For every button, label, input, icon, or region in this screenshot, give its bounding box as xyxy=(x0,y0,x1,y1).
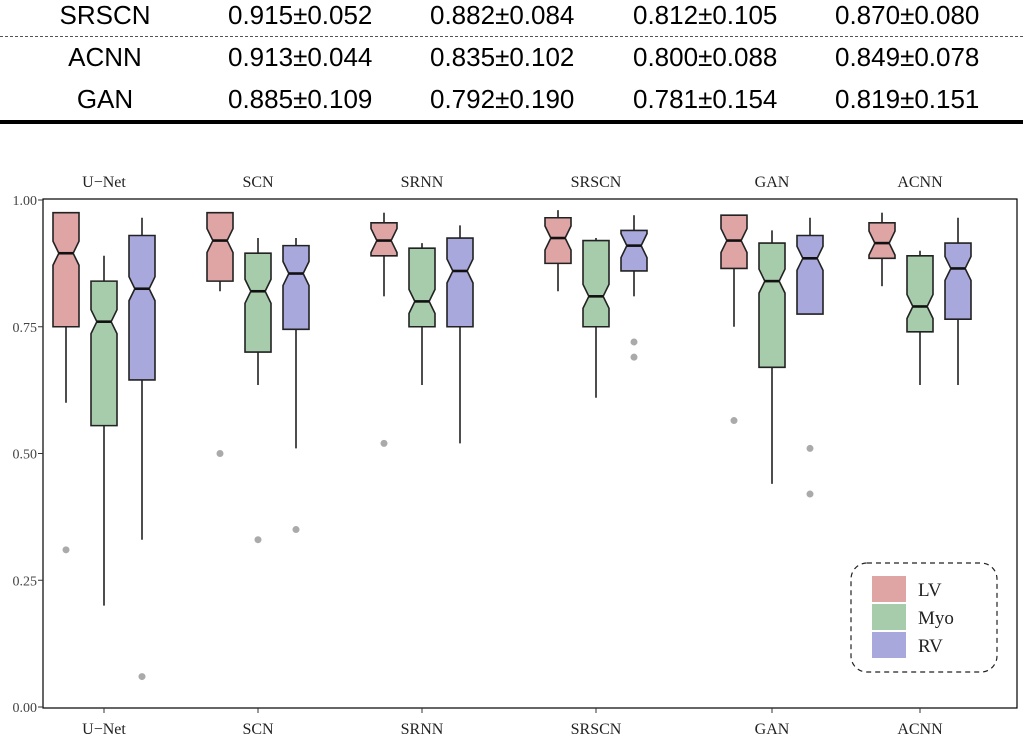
cell-mean: 0.870±0.080 xyxy=(835,0,980,30)
outlier-point xyxy=(806,444,814,452)
cell-rv: 0.812±0.105 xyxy=(633,0,778,30)
cell-rv: 0.781±0.154 xyxy=(633,84,778,114)
table-row: GAN 0.885±0.109 0.792±0.190 0.781±0.154 … xyxy=(0,84,1023,120)
box-myo xyxy=(582,239,610,328)
outlier-point xyxy=(292,526,300,534)
row-name: ACNN xyxy=(68,42,142,72)
box-myo xyxy=(90,280,118,427)
legend-swatch-rv xyxy=(872,632,906,658)
table-row: ACNN 0.913±0.044 0.835±0.102 0.800±0.088… xyxy=(0,42,1023,78)
cell-myo: 0.882±0.084 xyxy=(430,0,575,30)
y-tick-label: 0.00 xyxy=(13,701,38,716)
category-label-bottom: U−Net xyxy=(82,721,126,738)
outlier-point xyxy=(630,338,638,346)
y-tick-label: 1.00 xyxy=(13,194,38,209)
legend-label-rv: RV xyxy=(918,636,943,657)
y-tick-label: 0.25 xyxy=(13,574,38,589)
box-rv xyxy=(446,237,474,328)
box-rv xyxy=(944,242,972,320)
category-label-top: SRNN xyxy=(401,174,444,191)
category-label-top: ACNN xyxy=(897,174,943,191)
y-tick-label: 0.50 xyxy=(13,448,38,463)
category-label-top: GAN xyxy=(755,174,790,191)
category-label-bottom: GAN xyxy=(755,721,790,738)
category-label-top: SCN xyxy=(242,174,274,191)
cell-rv: 0.800±0.088 xyxy=(633,42,778,72)
category-label-bottom: SCN xyxy=(242,721,274,738)
category-label-top: U−Net xyxy=(82,174,126,191)
box-lv xyxy=(206,211,234,282)
box-lv xyxy=(52,211,80,328)
table-row: SRSCN 0.915±0.052 0.882±0.084 0.812±0.10… xyxy=(0,0,1023,36)
outlier-point xyxy=(138,673,146,681)
outlier-point xyxy=(62,546,70,554)
box-lv xyxy=(868,222,896,260)
category-label-bottom: SRSCN xyxy=(571,721,622,738)
outlier-point xyxy=(630,353,638,361)
box-myo xyxy=(758,242,786,369)
outlier-point xyxy=(806,490,814,498)
box-rv xyxy=(796,234,824,315)
y-tick-label: 0.75 xyxy=(13,321,38,336)
results-table: SRSCN 0.915±0.052 0.882±0.084 0.812±0.10… xyxy=(0,0,1023,130)
cell-myo: 0.792±0.190 xyxy=(430,84,575,114)
legend-swatch-lv xyxy=(872,576,906,602)
outlier-point xyxy=(216,450,224,457)
legend-swatch-myo xyxy=(872,604,906,630)
cell-mean: 0.819±0.151 xyxy=(835,84,980,114)
cell-lv: 0.915±0.052 xyxy=(228,0,373,30)
box-rv xyxy=(282,244,310,331)
outlier-point xyxy=(730,417,738,425)
category-label-bottom: SRNN xyxy=(401,721,444,738)
box-rv xyxy=(128,234,156,381)
box-myo xyxy=(408,247,436,328)
box-myo xyxy=(244,252,272,353)
box-myo xyxy=(906,254,934,333)
cell-myo: 0.835±0.102 xyxy=(430,42,575,72)
category-label-top: SRSCN xyxy=(571,174,622,191)
outlier-point xyxy=(254,536,262,544)
cell-lv: 0.885±0.109 xyxy=(228,84,373,114)
legend-label-myo: Myo xyxy=(918,608,954,629)
table-bottom-rule xyxy=(0,120,1023,124)
box-lv xyxy=(544,216,572,265)
cell-lv: 0.913±0.044 xyxy=(228,42,373,72)
table-dashed-divider xyxy=(0,36,1023,37)
category-label-bottom: ACNN xyxy=(897,721,943,738)
outlier-point xyxy=(380,439,388,447)
legend-label-lv: LV xyxy=(918,580,942,601)
row-name: GAN xyxy=(76,84,134,114)
box-rv xyxy=(620,229,648,272)
cell-mean: 0.849±0.078 xyxy=(835,42,980,72)
row-name: SRSCN xyxy=(59,0,151,30)
